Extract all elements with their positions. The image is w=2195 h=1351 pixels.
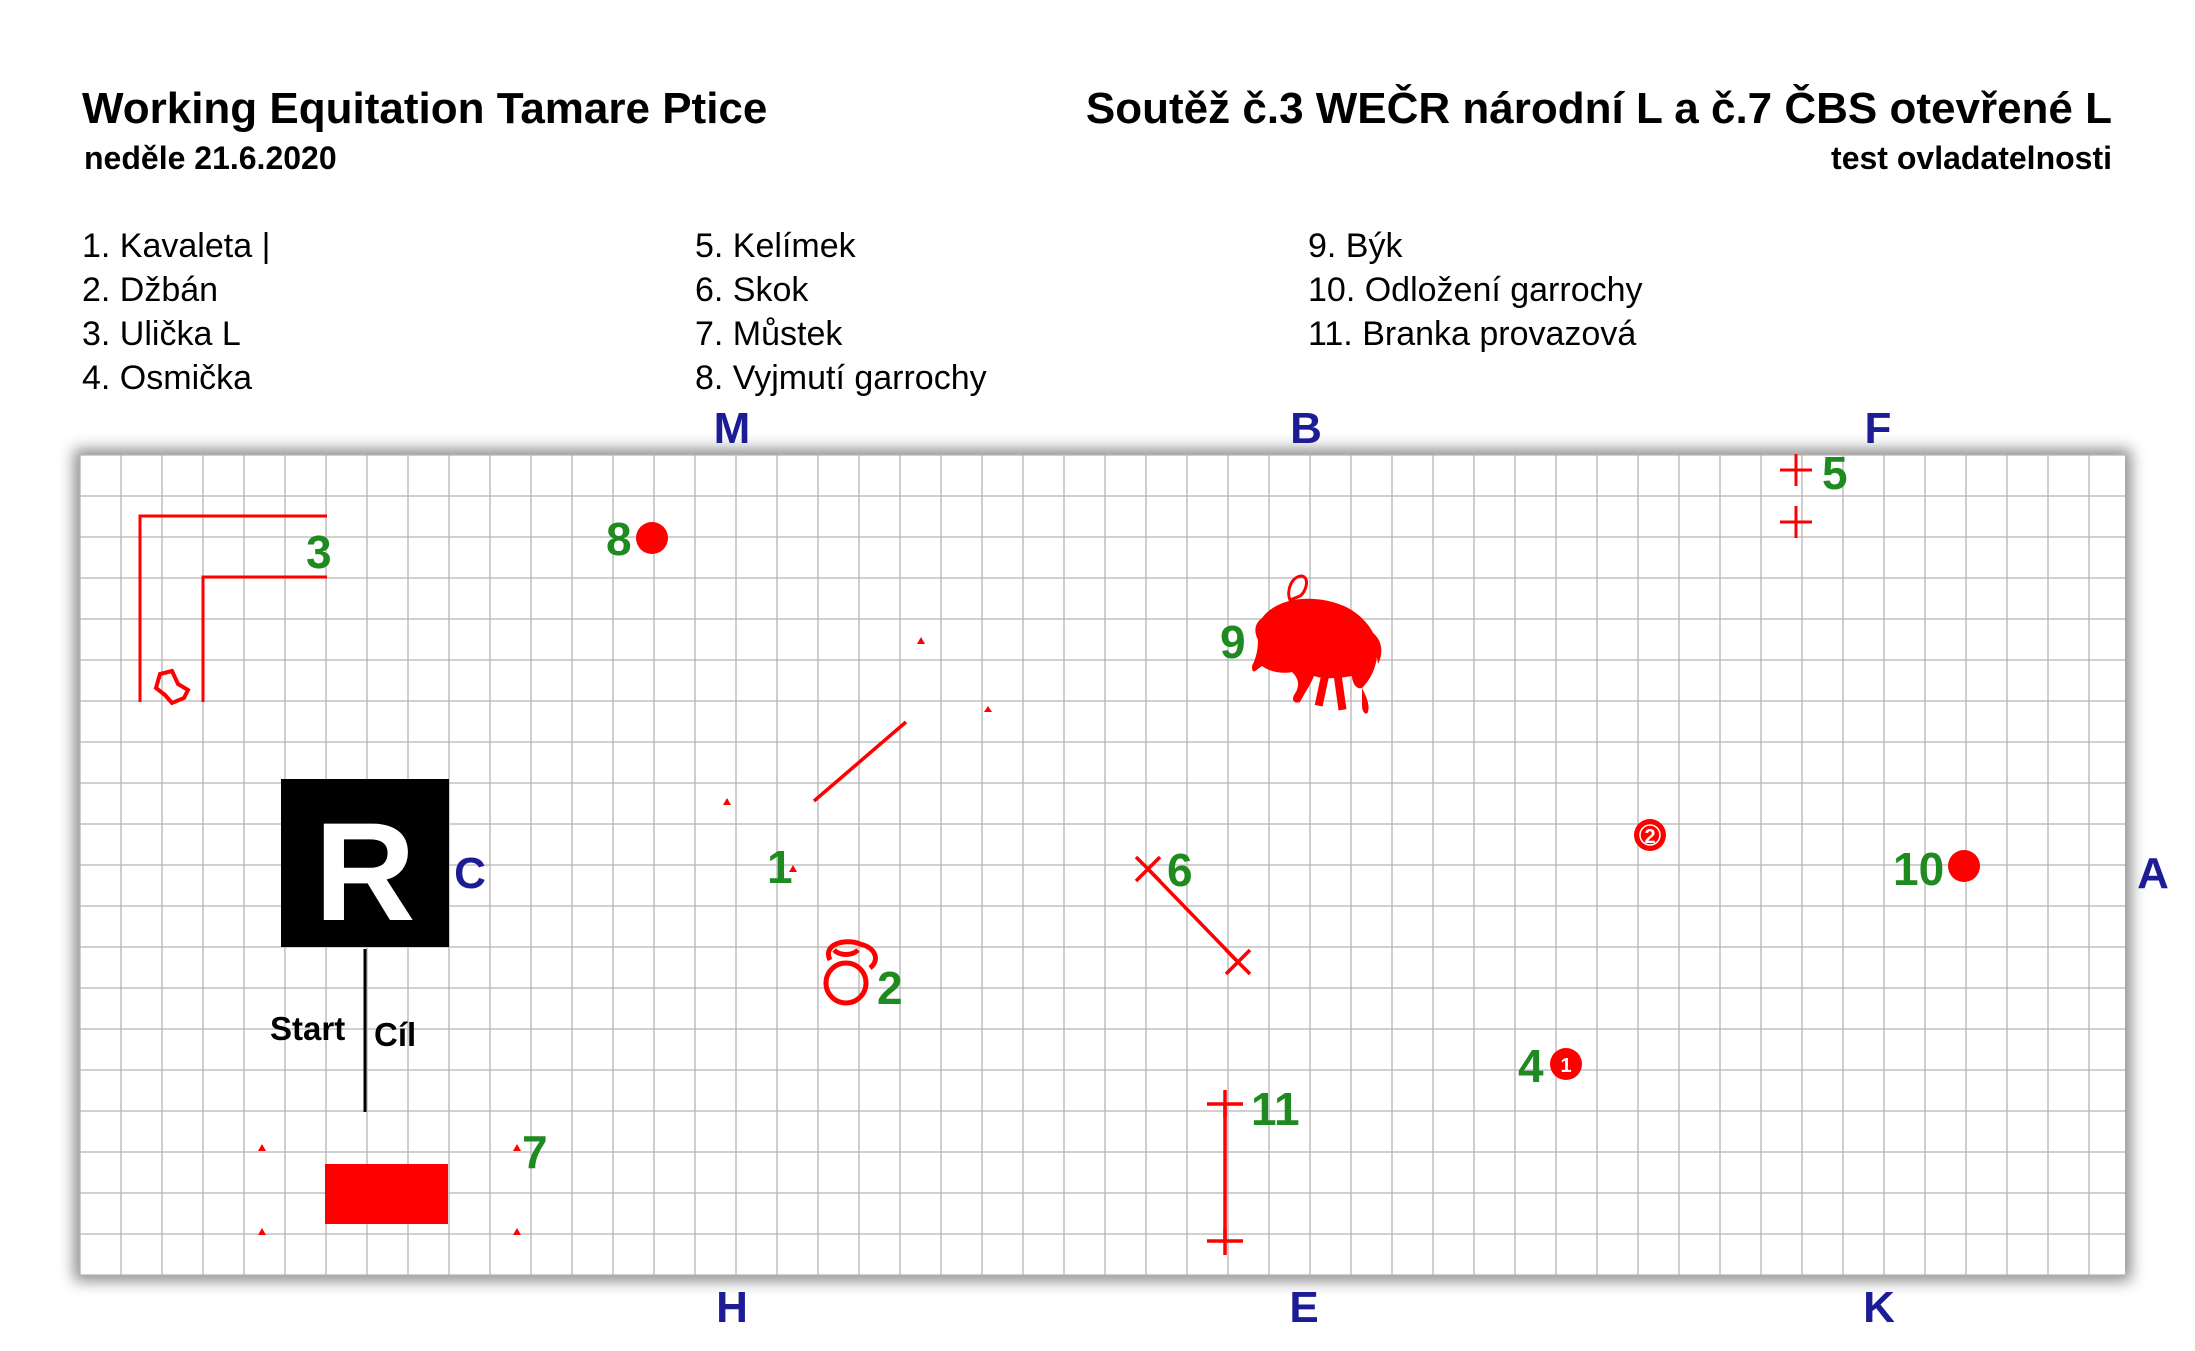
obstacle-number-9: 9 — [1220, 616, 1246, 668]
legend-item: 6. Skok — [695, 271, 809, 309]
legend-item: 3. Ulička L — [82, 315, 241, 353]
obstacle-cups — [1780, 454, 1812, 538]
finish-label: Cíl — [374, 1016, 416, 1053]
arena-letter-a: A — [2137, 849, 2169, 898]
legend-item: 8. Vyjmutí garrochy — [695, 359, 987, 397]
judge-box: R — [281, 779, 449, 950]
arena-letter-k: K — [1863, 1283, 1895, 1332]
obstacle-marker-10 — [1948, 850, 1980, 882]
legend-item: 11. Branka provazová — [1308, 315, 1637, 353]
bull-icon — [1252, 574, 1382, 714]
legend-item: 4. Osmička — [82, 359, 253, 397]
obstacle-bridge — [258, 1144, 521, 1235]
arena-letter-c: C — [454, 849, 486, 898]
marker-badge-2: 2 — [1634, 819, 1666, 851]
obstacle-number-5: 5 — [1822, 447, 1848, 499]
obstacle-marker-8 — [636, 522, 668, 554]
judge-box-label: R — [314, 793, 415, 950]
arena-letter-m: M — [714, 404, 751, 453]
obstacle-number-1: 1 — [767, 841, 793, 893]
arena-letter-b: B — [1290, 404, 1322, 453]
obstacle-number-2: 2 — [877, 962, 903, 1014]
marker-badge-1: 1 — [1550, 1048, 1582, 1080]
legend-column-1: 1. Kavaleta | 2. Džbán 3. Ulička L 4. Os… — [82, 224, 270, 400]
legend-item: 10. Odložení garrochy — [1308, 271, 1643, 309]
start-label: Start — [270, 1010, 345, 1047]
legend-column-2: 5. Kelímek 6. Skok 7. Můstek 8. Vyjmutí … — [695, 224, 987, 400]
obstacle-number-6: 6 — [1167, 844, 1193, 896]
obstacle-number-7: 7 — [522, 1126, 548, 1178]
arena-letter-f: F — [1865, 404, 1892, 453]
jug-icon — [823, 939, 878, 1006]
legend-item: 1. Kavaleta | — [82, 227, 271, 265]
arena-letter-h: H — [716, 1283, 748, 1332]
arena-letter-e: E — [1289, 1283, 1318, 1332]
event-date: neděle 21.6.2020 — [84, 140, 337, 176]
page-title: Working Equitation Tamare Ptice — [82, 84, 768, 133]
svg-text:2: 2 — [1644, 826, 1655, 848]
svg-text:1: 1 — [1560, 1055, 1571, 1077]
obstacle-number-11: 11 — [1251, 1083, 1300, 1135]
obstacle-corridor-l — [138, 514, 327, 706]
obstacle-number-10: 10 — [1893, 843, 1944, 895]
obstacle-cavaletti — [723, 637, 992, 872]
obstacle-number-4: 4 — [1518, 1040, 1544, 1092]
legend-item: 9. Býk — [1308, 227, 1403, 265]
obstacle-jump — [1134, 855, 1252, 976]
obstacle-number-3: 3 — [306, 526, 332, 578]
obstacle-rope-gate — [1207, 1090, 1243, 1255]
competition-subtitle: test ovladatelnosti — [1831, 140, 2112, 176]
legend-item: 2. Džbán — [82, 271, 219, 309]
competition-title: Soutěž č.3 WEČR národní L a č.7 ČBS otev… — [1085, 84, 2112, 133]
obstacle-number-8: 8 — [606, 513, 632, 565]
legend-column-3: 9. Býk 10. Odložení garrochy 11. Branka … — [1308, 224, 1643, 356]
legend-item: 5. Kelímek — [695, 227, 856, 265]
legend-item: 7. Můstek — [695, 315, 843, 353]
